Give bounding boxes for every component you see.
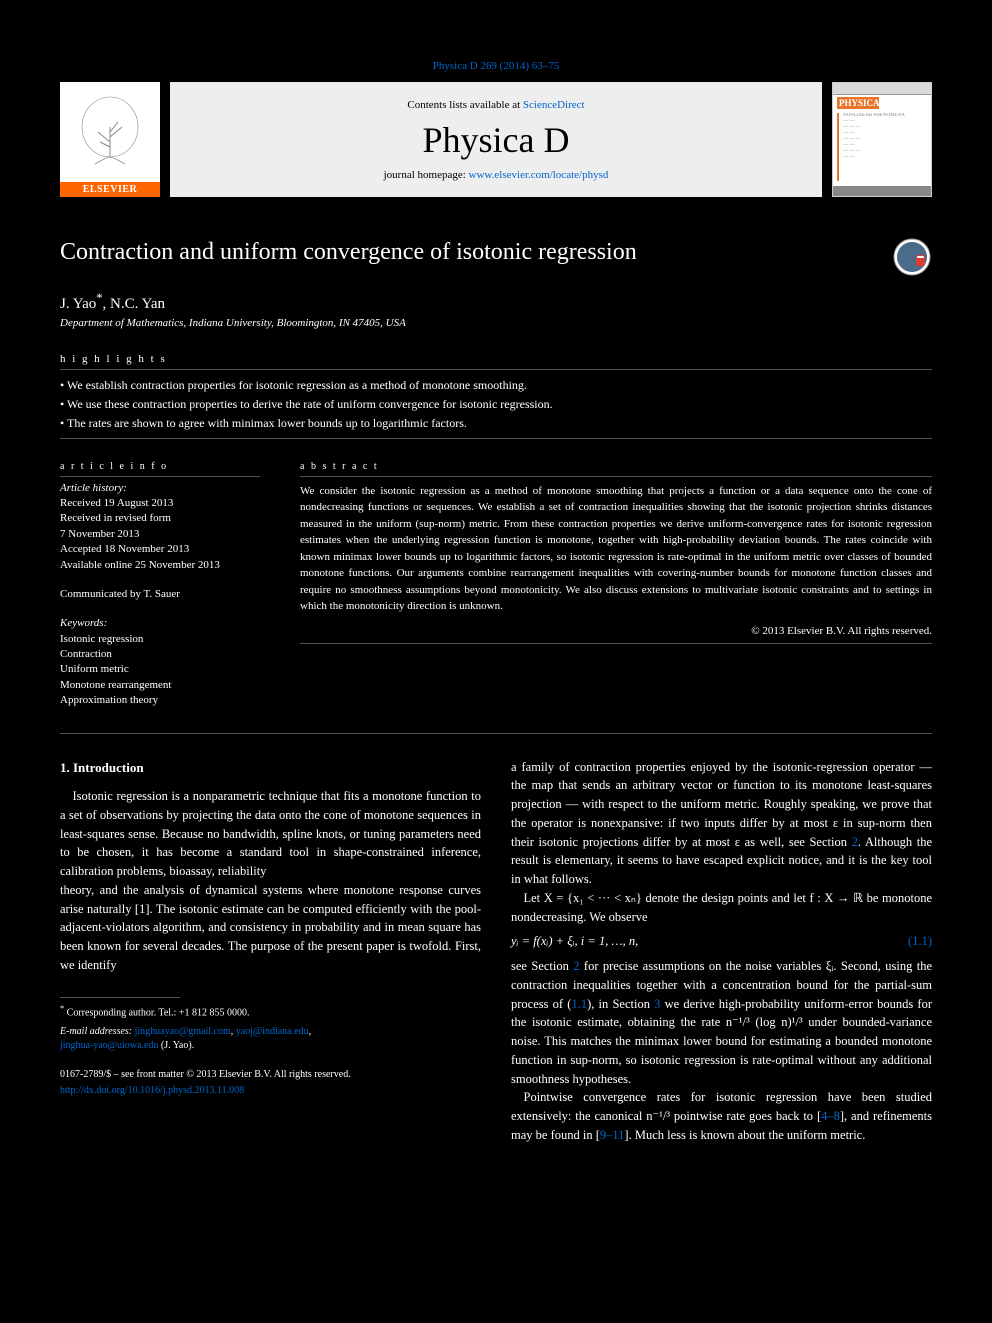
keyword: Isotonic regression — [60, 632, 260, 647]
homepage-prefix: journal homepage: — [384, 169, 469, 181]
header-banner: ELSEVIER Contents lists available at Sci… — [60, 82, 932, 197]
journal-name: Physica D — [423, 119, 570, 161]
history-received: Received 19 August 2013 — [60, 496, 260, 511]
email-link[interactable]: jinghua-yao@uiowa.edu — [60, 1040, 158, 1051]
equation-number: (1.1) — [908, 932, 932, 951]
divider — [300, 643, 932, 644]
article-info-heading: a r t i c l e i n f o — [60, 461, 260, 472]
contents-prefix: Contents lists available at — [407, 99, 522, 111]
ref-link[interactable]: 1.1 — [571, 997, 587, 1011]
keywords-list: Isotonic regression Contraction Uniform … — [60, 632, 260, 709]
body-text: 1. Introduction Isotonic regression is a… — [60, 758, 932, 1145]
homepage-line: journal homepage: www.elsevier.com/locat… — [384, 169, 609, 181]
elsevier-logo[interactable]: ELSEVIER — [60, 82, 160, 197]
journal-cover-thumb[interactable]: PHYSICA NONLINEAR PHENOMENA— —— — —— —— … — [832, 82, 932, 197]
history-label: Article history: — [60, 481, 260, 496]
author-1: J. Yao — [60, 296, 96, 312]
body-para: Isotonic regression is a nonparametric t… — [60, 787, 481, 881]
body-para: Pointwise convergence rates for isotonic… — [511, 1088, 932, 1144]
equation: yᵢ = f(xᵢ) + ξᵢ, i = 1, …, n, (1.1) — [511, 932, 932, 951]
corresponding-footnote: * Corresponding author. Tel.: +1 812 855… — [60, 1003, 481, 1020]
keyword: Uniform metric — [60, 662, 260, 677]
history-online: Available online 25 November 2013 — [60, 558, 260, 573]
abstract-copyright: © 2013 Elsevier B.V. All rights reserved… — [300, 625, 932, 637]
divider — [60, 438, 932, 439]
abstract-heading: a b s t r a c t — [300, 461, 932, 472]
highlights-heading: h i g h l i g h t s — [60, 353, 932, 365]
highlight-item: We establish contraction properties for … — [60, 376, 932, 395]
email-link[interactable]: jinghuayao@gmail.com — [135, 1026, 231, 1037]
elsevier-tree-icon — [60, 92, 160, 182]
authors: J. Yao*, N.C. Yan — [60, 291, 932, 313]
full-divider — [60, 733, 932, 734]
divider — [60, 369, 932, 370]
history-revised-date: 7 November 2013 — [60, 527, 260, 542]
body-para: a family of contraction properties enjoy… — [511, 758, 932, 889]
affiliation: Department of Mathematics, Indiana Unive… — [60, 317, 932, 329]
history-revised-label: Received in revised form — [60, 511, 260, 526]
body-col-left: 1. Introduction Isotonic regression is a… — [60, 758, 481, 1145]
doi-link[interactable]: http://dx.doi.org/10.1016/j.physd.2013.1… — [60, 1085, 244, 1096]
abstract-text: We consider the isotonic regression as a… — [300, 483, 932, 615]
divider — [300, 476, 932, 477]
email-tail: (J. Yao). — [158, 1040, 194, 1051]
issn-line: 0167-2789/$ – see front matter © 2013 El… — [60, 1067, 481, 1082]
email-footnote: E-mail addresses: jinghuayao@gmail.com, … — [60, 1025, 481, 1053]
ref-link[interactable]: 4–8 — [821, 1109, 840, 1123]
equation-body: yᵢ = f(xᵢ) + ξᵢ, i = 1, …, n, — [511, 932, 638, 951]
highlight-item: The rates are shown to agree with minima… — [60, 414, 932, 433]
body-col-right: a family of contraction properties enjoy… — [511, 758, 932, 1145]
footnote-rule — [60, 997, 180, 998]
keyword: Contraction — [60, 647, 260, 662]
elsevier-label: ELSEVIER — [60, 182, 160, 197]
article-history: Article history: Received 19 August 2013… — [60, 481, 260, 603]
highlights-list: We establish contraction properties for … — [60, 376, 932, 434]
keyword: Approximation theory — [60, 693, 260, 708]
keyword: Monotone rearrangement — [60, 678, 260, 693]
footnote-label: Corresponding author. Tel.: +1 812 855 0… — [64, 1007, 249, 1018]
journal-reference: Physica D 269 (2014) 63–75 — [60, 60, 932, 72]
section-heading: 1. Introduction — [60, 758, 481, 778]
body-para: Let X = {x₁ < ··· < xₙ} denote the desig… — [511, 889, 932, 927]
crossmark-icon[interactable] — [892, 237, 932, 277]
doi-line: http://dx.doi.org/10.1016/j.physd.2013.1… — [60, 1083, 481, 1098]
journal-banner: Contents lists available at ScienceDirec… — [170, 82, 822, 197]
body-para: theory, and the analysis of dynamical sy… — [60, 881, 481, 975]
homepage-link[interactable]: www.elsevier.com/locate/physd — [469, 169, 609, 181]
email-label: E-mail addresses: — [60, 1026, 135, 1037]
keywords-heading: Keywords: — [60, 616, 260, 631]
history-accepted: Accepted 18 November 2013 — [60, 542, 260, 557]
divider — [60, 476, 260, 477]
sciencedirect-link[interactable]: ScienceDirect — [523, 99, 585, 111]
highlight-item: We use these contraction properties to d… — [60, 395, 932, 414]
email-link[interactable]: yaoj@indiana.edu — [236, 1026, 309, 1037]
contents-line: Contents lists available at ScienceDirec… — [407, 99, 584, 111]
ref-link[interactable]: 9–11 — [600, 1128, 625, 1142]
body-para: see Section 2 for precise assumptions on… — [511, 957, 932, 1088]
communicated-by: Communicated by T. Sauer — [60, 587, 260, 602]
author-2: , N.C. Yan — [103, 296, 166, 312]
article-title: Contraction and uniform convergence of i… — [60, 237, 877, 268]
